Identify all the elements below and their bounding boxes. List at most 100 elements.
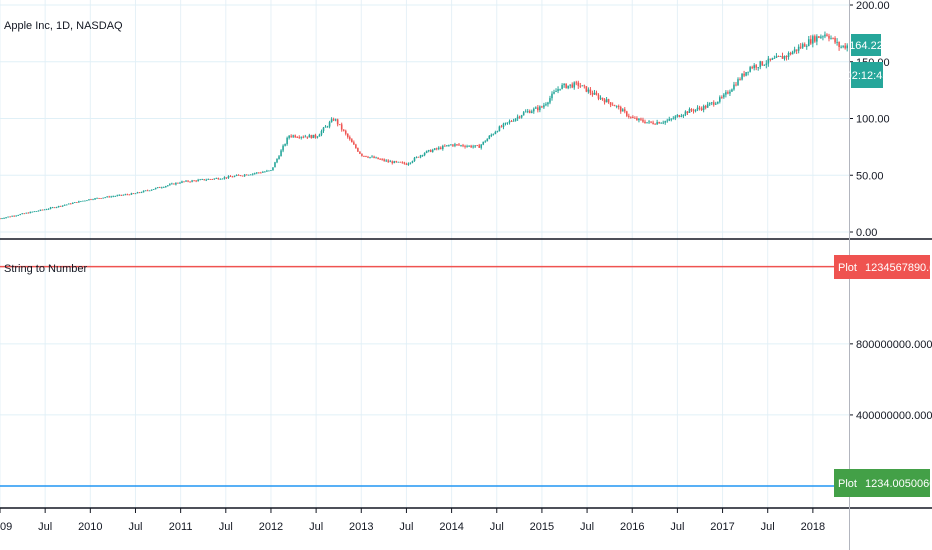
- candle-body: [530, 111, 533, 113]
- candle-body: [3, 218, 5, 219]
- candle-body: [381, 159, 383, 161]
- candle-body: [419, 155, 422, 158]
- candle-body: [243, 174, 246, 176]
- candle-body: [385, 160, 387, 162]
- candle-body: [609, 102, 612, 105]
- candle-body: [757, 67, 760, 68]
- candle-body: [801, 44, 804, 48]
- candle-body: [648, 121, 650, 123]
- candle-body: [832, 37, 834, 39]
- candle-body: [581, 85, 584, 87]
- candle-body: [482, 141, 485, 145]
- candle-body: [328, 122, 331, 127]
- candle-body: [706, 104, 709, 108]
- candle-body: [415, 156, 418, 158]
- candle-body: [670, 118, 673, 120]
- candle-body: [551, 93, 553, 99]
- candle-body: [25, 212, 28, 214]
- candle-body: [820, 36, 822, 38]
- candle-body: [266, 170, 268, 172]
- candle-body: [86, 200, 88, 202]
- candle-body: [158, 187, 161, 189]
- candle-body: [13, 215, 15, 217]
- price-candles: [0, 31, 848, 220]
- candle-body: [502, 123, 505, 127]
- candle-body: [164, 186, 167, 188]
- candle-body: [567, 85, 569, 89]
- candle-body: [579, 85, 582, 87]
- candle-body: [17, 215, 19, 216]
- candle-body: [676, 115, 679, 117]
- candle-body: [237, 175, 240, 176]
- candle-body: [535, 107, 537, 109]
- time-tick-label: Jul: [309, 521, 323, 533]
- time-axis[interactable]: 2009 Jul 2010 Jul 2011 Jul 2012 Jul 2013 Jul 2014 J…: [0, 508, 825, 533]
- candle-body: [274, 162, 276, 168]
- candle-body: [694, 109, 697, 112]
- last-price-badge: 164.22: [849, 34, 883, 56]
- candle-body: [652, 122, 654, 124]
- candle-body: [539, 106, 541, 111]
- candle-body: [690, 109, 693, 111]
- candle-body: [678, 115, 681, 117]
- candle-body: [814, 36, 816, 42]
- candle-body: [235, 175, 238, 176]
- candle-body: [611, 104, 614, 106]
- candle-body: [498, 126, 501, 132]
- candle-body: [421, 155, 424, 156]
- candle-body: [69, 203, 72, 205]
- candle-body: [340, 124, 343, 130]
- candle-body: [71, 202, 74, 204]
- candle-body: [605, 99, 608, 103]
- candle-body: [753, 65, 755, 69]
- candle-body: [304, 136, 307, 138]
- candle-body: [822, 36, 824, 38]
- candle-body: [725, 92, 727, 95]
- candle-body: [249, 174, 252, 176]
- indicator-pane[interactable]: 400000000.0000000000 800000000.0000000000: [0, 265, 932, 487]
- candle-body: [674, 116, 677, 119]
- candle-body: [130, 193, 133, 195]
- candle-body: [799, 46, 802, 48]
- candle-body: [35, 211, 38, 212]
- candle-body: [342, 129, 345, 131]
- candle-body: [700, 108, 703, 110]
- candle-body: [122, 194, 125, 196]
- candle-body: [654, 123, 656, 125]
- candle-body: [541, 106, 543, 108]
- candle-body: [621, 109, 624, 112]
- candle-body: [583, 85, 586, 87]
- candle-body: [179, 182, 181, 184]
- candle-body: [332, 119, 335, 121]
- candle-body: [735, 84, 737, 86]
- candle-body: [201, 179, 203, 180]
- candle-body: [439, 147, 442, 149]
- candle-body: [429, 149, 432, 152]
- candle-body: [514, 118, 517, 121]
- candle-body: [225, 177, 228, 179]
- candle-body: [175, 182, 177, 185]
- candle-body: [500, 126, 503, 128]
- indicator-axis[interactable]: 400000000.0000000000 800000000.0000000000: [849, 339, 932, 422]
- candle-body: [118, 194, 121, 196]
- candle-body: [292, 135, 294, 137]
- candle-body: [686, 111, 689, 113]
- candle-body: [312, 134, 315, 139]
- candle-body: [840, 46, 842, 48]
- candle-body: [547, 102, 549, 105]
- candle-body: [769, 58, 772, 60]
- candle-body: [559, 88, 561, 90]
- candle-body: [413, 157, 416, 162]
- candle-body: [302, 136, 305, 138]
- candle-body: [603, 99, 606, 103]
- candle-body: [698, 107, 701, 109]
- candle-body: [545, 104, 547, 106]
- candle-body: [126, 194, 129, 196]
- candle-body: [494, 132, 497, 134]
- candle-body: [193, 180, 195, 182]
- candle-body: [597, 94, 600, 99]
- candle-body: [397, 161, 400, 163]
- candle-body: [569, 84, 571, 86]
- candle-body: [326, 126, 329, 128]
